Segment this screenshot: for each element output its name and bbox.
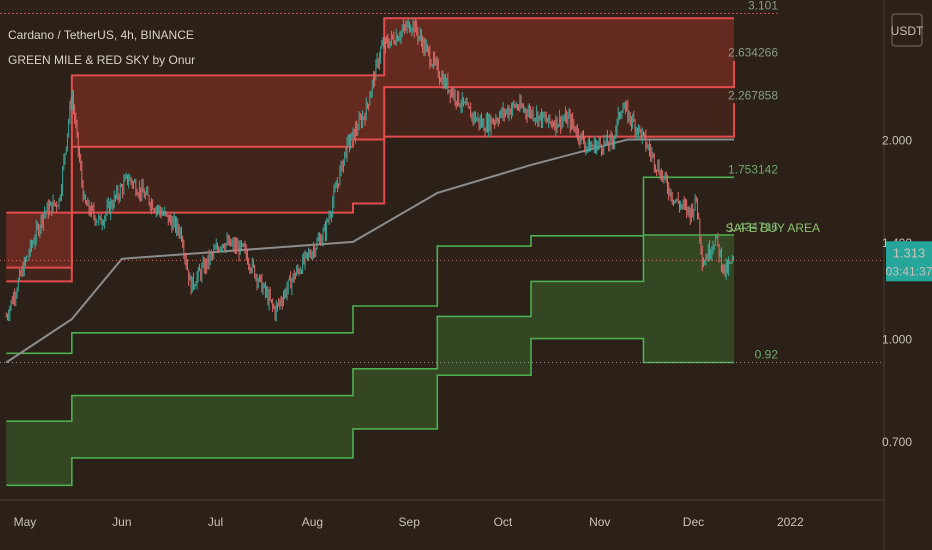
band-lines <box>5 17 736 487</box>
x-tick-label: Jun <box>112 515 131 529</box>
zone-label: SAFE BUY AREA <box>726 221 820 235</box>
x-tick-label: Oct <box>494 515 513 529</box>
y-tick-label: 1.000 <box>882 333 912 347</box>
y-tick-label: 0.700 <box>882 435 912 449</box>
currency-badge <box>891 13 923 47</box>
x-tick-label: Sep <box>399 515 421 529</box>
last-price-label: 1.313 <box>893 245 926 260</box>
fib-level-label: 1.753142 <box>728 162 778 176</box>
green-band-green2 <box>6 234 735 422</box>
x-tick-label: Aug <box>302 515 323 529</box>
time-axis[interactable]: May Jun Jul Aug Sep Oct Nov Dec 2022 <box>0 499 884 529</box>
x-tick-label: May <box>14 515 37 529</box>
fib-level-label: 2.634266 <box>728 45 778 59</box>
green-band-green1 <box>6 176 735 355</box>
fib-level-label: 2.267858 <box>728 88 778 102</box>
mid-line <box>5 138 735 364</box>
indicator-title: GREEN MILE & RED SKY by Onur <box>8 53 196 67</box>
fib-level-label: 3.101 <box>748 0 778 12</box>
fib-level-labels: 3.101 2.634266 2.267858 1.753142 1.434716 0.9… <box>726 0 820 361</box>
red-sky-zone-upper <box>6 18 735 268</box>
y-tick-label: 2.000 <box>882 133 912 147</box>
red-band-red1 <box>6 103 736 283</box>
x-tick-label: Dec <box>683 515 704 529</box>
x-tick-label: Nov <box>589 515 610 529</box>
red-band-red3 <box>6 17 735 269</box>
green-band-green3 <box>6 337 735 487</box>
symbol-title: Cardano / TetherUS, 4h, BINANCE <box>8 28 194 42</box>
green-mile-zone <box>6 235 735 486</box>
fib-level-label: 0.92 <box>755 347 779 361</box>
red-sky-zone-lower <box>6 60 735 282</box>
fib-level-lines <box>0 12 884 363</box>
countdown-label: 03:41:37 <box>886 264 932 278</box>
currency-label: USDT <box>891 24 924 38</box>
last-price-badge <box>886 241 932 282</box>
fib-level-label: 1.434716 <box>728 220 778 234</box>
x-tick-label: Jul <box>208 515 223 529</box>
candles <box>5 18 734 322</box>
band-fills <box>6 18 735 486</box>
red-band-red2 <box>6 60 736 214</box>
x-tick-label: 2022 <box>777 515 804 529</box>
